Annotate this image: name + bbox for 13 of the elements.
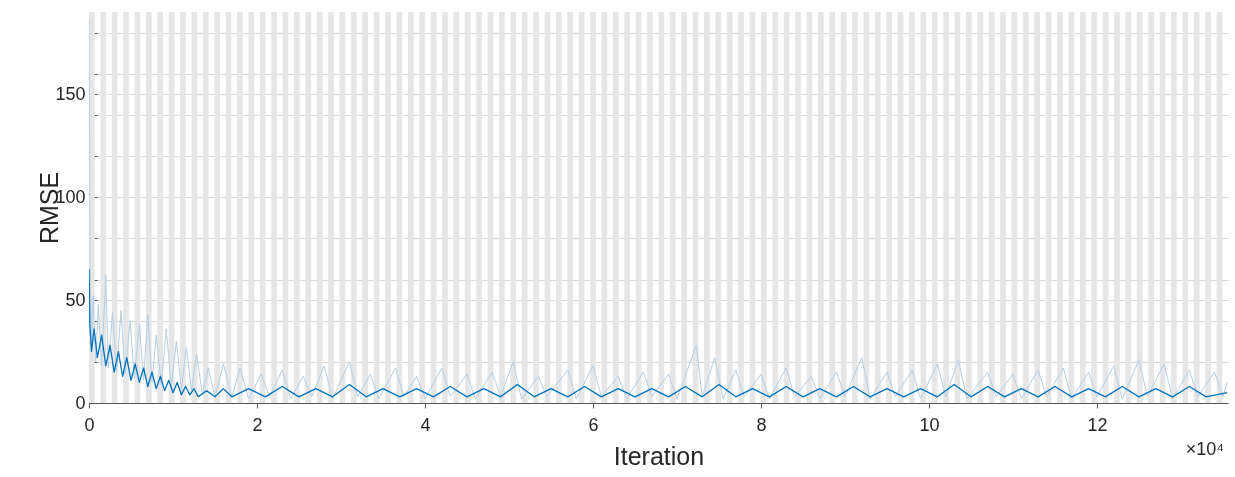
x-axis-title: Iteration — [613, 441, 705, 470]
text: ×10⁴ — [1185, 439, 1224, 459]
y-tick-label: 50 — [65, 289, 86, 310]
x-tick-label: 6 — [588, 414, 599, 435]
x-tick-label: 10 — [919, 414, 940, 435]
x-tick-label: 12 — [1087, 414, 1108, 435]
y-tick-label: 0 — [75, 392, 86, 413]
x-tick-label: 4 — [420, 414, 431, 435]
line-series — [89, 17, 1228, 400]
line-series — [89, 268, 1228, 398]
x-tick-label: 8 — [756, 414, 767, 435]
y-tick-label: 150 — [55, 83, 86, 104]
x-tick-label: 2 — [252, 414, 263, 435]
